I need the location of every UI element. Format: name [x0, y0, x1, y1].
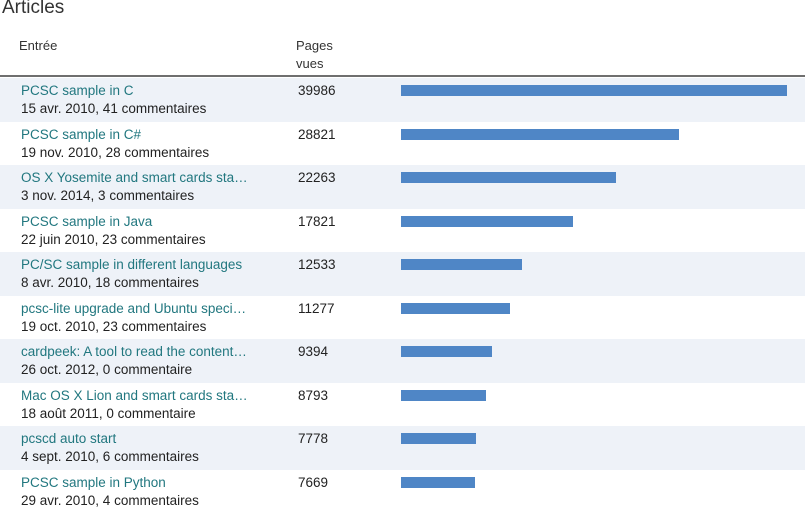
pageview-bar [401, 128, 679, 140]
header-divider [0, 75, 805, 77]
pageview-count: 9394 [298, 344, 329, 359]
table-row: OS X Yosemite and smart cards sta… 3 nov.… [0, 165, 805, 209]
table-row: PC/SC sample in different languages 8 avr… [0, 252, 805, 296]
article-meta: 29 avr. 2010, 4 commentaires [21, 492, 199, 508]
article-meta: 26 oct. 2012, 0 commentaire [21, 362, 193, 377]
article-meta: 22 juin 2010, 23 commentaires [21, 231, 206, 247]
pageview-bar [401, 433, 476, 444]
column-header-entry: Entrée [19, 38, 58, 53]
pageview-count: 11277 [298, 300, 335, 316]
pageview-count: 28821 [298, 126, 336, 142]
pageview-bar [401, 302, 510, 314]
pageview-count: 7778 [298, 431, 329, 446]
table-row: PCSC sample in C# 19 nov. 2010, 28 commen… [0, 122, 805, 166]
article-title-link[interactable]: pcscd auto start [21, 431, 117, 446]
article-meta: 19 oct. 2010, 23 commentaires [21, 318, 207, 334]
article-title-link[interactable]: pcsc-lite upgrade and Ubuntu speci… [21, 300, 247, 316]
pageview-count: 22263 [298, 170, 336, 185]
pageview-bar [401, 389, 486, 401]
article-title-link[interactable]: PC/SC sample in different languages [21, 257, 243, 272]
table-row: pcscd auto start 4 sept. 2010, 6 commenta… [0, 426, 805, 470]
article-meta: 8 avr. 2010, 18 commentaires [21, 275, 199, 290]
article-meta: 4 sept. 2010, 6 commentaires [21, 449, 199, 464]
table-row: Mac OS X Lion and smart cards sta… 18 aoû… [0, 383, 805, 427]
table-row: cardpeek: A tool to read the content… 26 … [0, 339, 805, 383]
article-title-link[interactable]: PCSC sample in C [21, 83, 134, 98]
pageview-count: 12533 [298, 257, 336, 272]
pageview-count: 17821 [298, 213, 336, 229]
table-row: pcsc-lite upgrade and Ubuntu speci… 19 oc… [0, 296, 805, 340]
pageview-bar [401, 172, 616, 183]
article-meta: 15 avr. 2010, 41 commentaires [21, 101, 207, 116]
article-title-link[interactable]: OS X Yosemite and smart cards sta… [21, 170, 248, 185]
table-row: PCSC sample in Java 22 juin 2010, 23 comm… [0, 209, 805, 253]
pageview-count: 39986 [298, 83, 336, 98]
article-title-link[interactable]: Mac OS X Lion and smart cards sta… [21, 387, 248, 403]
article-meta: 18 août 2011, 0 commentaire [21, 405, 196, 421]
pageview-bar [401, 215, 573, 227]
column-header-pageviews: Pages vues [296, 38, 333, 71]
article-title-link[interactable]: PCSC sample in C# [21, 126, 142, 142]
article-meta: 19 nov. 2010, 28 commentaires [21, 144, 210, 160]
pageview-bar [401, 85, 787, 96]
page-title: Articles [2, 0, 65, 18]
article-title-link[interactable]: PCSC sample in Python [21, 474, 166, 490]
table-row: PCSC sample in C 15 avr. 2010, 41 comment… [0, 78, 805, 122]
article-meta: 3 nov. 2014, 3 commentaires [21, 188, 195, 203]
articles-table: PCSC sample in C 15 avr. 2010, 41 comment… [0, 78, 805, 513]
table-row: PCSC sample in Python 29 avr. 2010, 4 com… [0, 470, 805, 513]
pageview-bar [401, 259, 522, 270]
article-title-link[interactable]: cardpeek: A tool to read the content… [21, 344, 247, 359]
pageview-count: 8793 [298, 387, 329, 403]
pageview-bar [401, 476, 475, 488]
pageview-bar [401, 346, 492, 357]
pageview-count: 7669 [298, 474, 329, 490]
article-title-link[interactable]: PCSC sample in Java [21, 213, 153, 229]
